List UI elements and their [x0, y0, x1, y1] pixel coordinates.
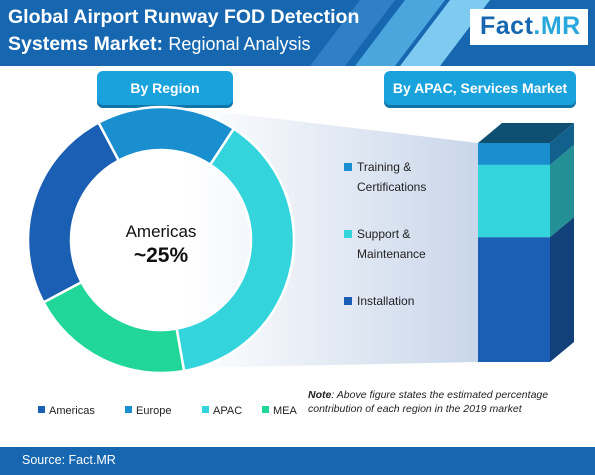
donut-chart [26, 105, 296, 375]
bar-side-training-certifications [550, 123, 574, 165]
bar-legend-label-installation: Installation [357, 294, 414, 308]
donut-slice-americas [26, 120, 121, 305]
header-stripes [310, 0, 490, 66]
donut-slice-apac [175, 126, 296, 373]
donut-legend: Americas Europe APAC MEA [38, 405, 298, 417]
legend-swatch-americas [38, 406, 45, 413]
bar-segment-installation [478, 237, 550, 362]
bar-top-face [478, 123, 574, 143]
page-title: Global Airport Runway FOD Detection Syst… [8, 4, 359, 58]
bar-legend-label-training-certifications-line-2: Certifications [357, 180, 426, 194]
legend-label-americas: Americas [49, 405, 95, 417]
legend-swatch-apac [202, 406, 209, 413]
legend-label-apac: APAC [213, 405, 242, 417]
bar-legend-label-training-certifications: Training & [357, 160, 411, 174]
chart-area: Americas ~25% Americas Europe APAC MEA Trai… [26, 105, 574, 417]
title-line-2: Systems Market: Regional Analysis [8, 31, 359, 58]
logo-background [470, 9, 588, 45]
bar-side-installation [550, 217, 574, 362]
bar-legend-swatch-installation [344, 297, 352, 305]
legend-swatch-mea [262, 406, 269, 413]
title-line-2-rest: Regional Analysis [168, 34, 311, 54]
logo-mr: .MR [533, 12, 581, 40]
bar-segment-support-maintenance [478, 164, 550, 238]
title-line-2-bold: Systems Market: [8, 33, 163, 55]
bar-segment-training-certifications [478, 143, 550, 165]
by-region-label: By Region [97, 71, 233, 105]
bar-legend: Training & Certifications Support & Mainten… [344, 160, 426, 308]
donut-center-label: Americas [126, 222, 197, 241]
bar-legend-swatch-support-maintenance [344, 230, 352, 238]
factmr-logo: Fact.MR [480, 12, 581, 41]
by-apac-services-label: By APAC, Services Market [384, 71, 576, 105]
legend-label-mea: MEA [273, 405, 298, 417]
source-text: Source: Fact.MR [22, 453, 116, 467]
note-body: : Above figure states the estimated perc… [308, 389, 549, 415]
bar-legend-label-support-maintenance-line-2: Maintenance [357, 247, 426, 261]
legend-swatch-europe [125, 406, 132, 413]
bar-legend-swatch-training-certifications [344, 163, 352, 171]
stacked-3d-bar [478, 123, 574, 362]
note-text: Note: Above figure states the estimated … [308, 388, 590, 416]
bar-legend-label-support-maintenance: Support & [357, 227, 410, 241]
bar-side-support-maintenance [550, 144, 574, 238]
footer-bar [0, 447, 595, 475]
legend-label-europe: Europe [136, 405, 171, 417]
donut-center-value: ~25% [134, 244, 189, 267]
note-label: Note [308, 389, 332, 401]
logo-fact: Fact [480, 12, 534, 40]
donut-slice-mea [41, 280, 186, 375]
title-line-1: Global Airport Runway FOD Detection [8, 6, 360, 28]
